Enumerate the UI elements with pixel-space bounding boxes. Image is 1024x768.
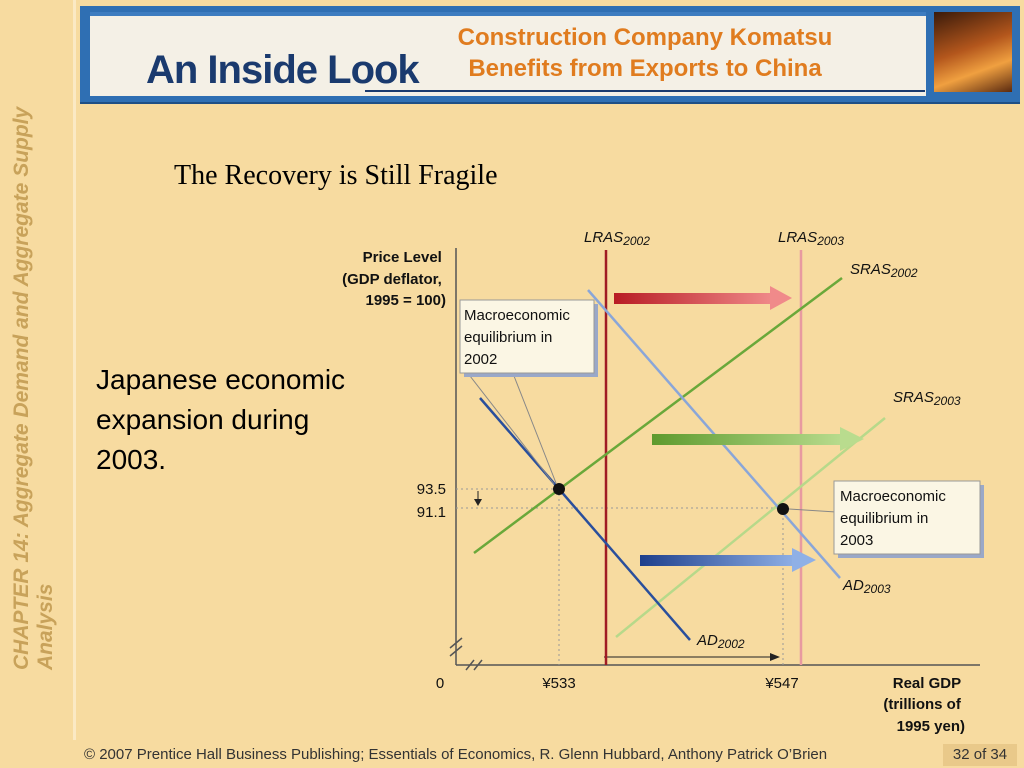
header-banner: An Inside Look Construction Company Koma… [80, 6, 1020, 104]
banner-underline [365, 90, 925, 92]
y-tick-91-1: 91.1 [417, 504, 446, 521]
sras-shift-arrowhead [840, 427, 864, 451]
ad-shift-arrowhead [792, 548, 816, 572]
sras2002-label: SRAS2002 [850, 261, 918, 280]
ad2002-line [479, 397, 691, 641]
y-axis-break [449, 637, 463, 649]
banner-stripe [90, 12, 926, 16]
lras2003-label: LRAS2003 [778, 229, 844, 248]
banner-title-line2: Benefits from Exports to China [468, 55, 822, 82]
callout-2003-box [833, 480, 981, 555]
banner-title: Construction Company Komatsu Benefits fr… [425, 22, 865, 84]
page-number: 32 of 34 [943, 744, 1017, 766]
ad2002-label: AD2002 [696, 632, 745, 651]
ad2003-label: AD2003 [842, 577, 891, 596]
equilibrium-2003-point [777, 503, 789, 515]
gdp-change-arrowhead [770, 653, 780, 661]
slide-title: The Recovery is Still Fragile [174, 160, 498, 191]
y-tick-93-5: 93.5 [417, 481, 446, 498]
banner-title-line1: Construction Company Komatsu [457, 24, 833, 51]
x-axis-label: Real GDP (trillions of 1995 yen) [883, 675, 965, 735]
banner-photo [934, 12, 1012, 92]
x-tick-547: ¥547 [764, 675, 798, 692]
callout-2003-text: Macroeconomic equilibrium in 2003 [840, 488, 950, 549]
side-text: Japanese economic expansion during 2003. [96, 364, 346, 475]
equilibrium-2002-point [553, 483, 565, 495]
price-change-arrowhead [474, 499, 482, 506]
lras2002-label: LRAS2002 [584, 229, 650, 248]
sidebar: CHAPTER 14: Aggregate Demand and Aggrega… [0, 0, 76, 768]
lras-shift-arrowhead [770, 286, 792, 310]
x-tick-533: ¥533 [541, 675, 575, 692]
sras2002-line [473, 276, 843, 555]
callout-2003-pointer [788, 508, 837, 513]
sras2003-line [615, 417, 886, 638]
sras-shift-arrow [652, 434, 844, 445]
inside-look-heading: An Inside Look [146, 48, 420, 92]
x-tick-zero: 0 [436, 675, 444, 692]
banner-panel: An Inside Look Construction Company Koma… [90, 12, 926, 96]
ad-shift-arrow [640, 555, 796, 566]
x-axis-break-2 [473, 659, 483, 671]
lras-shift-arrow [614, 293, 774, 304]
y-axis-break-2 [449, 645, 463, 657]
sras2003-label: SRAS2003 [893, 389, 961, 408]
y-axis-label: Price Level (GDP deflator, 1995 = 100) [342, 249, 446, 309]
callout-2002-pointer [513, 375, 557, 484]
footer-copyright: © 2007 Prentice Hall Business Publishing… [84, 746, 828, 763]
callout-2002-text: Macroeconomic equilibrium in 2002 [464, 307, 574, 368]
x-axis-break [465, 659, 475, 671]
callout-2002-box [459, 299, 595, 374]
callout-2002-pointer-2 [469, 375, 555, 485]
